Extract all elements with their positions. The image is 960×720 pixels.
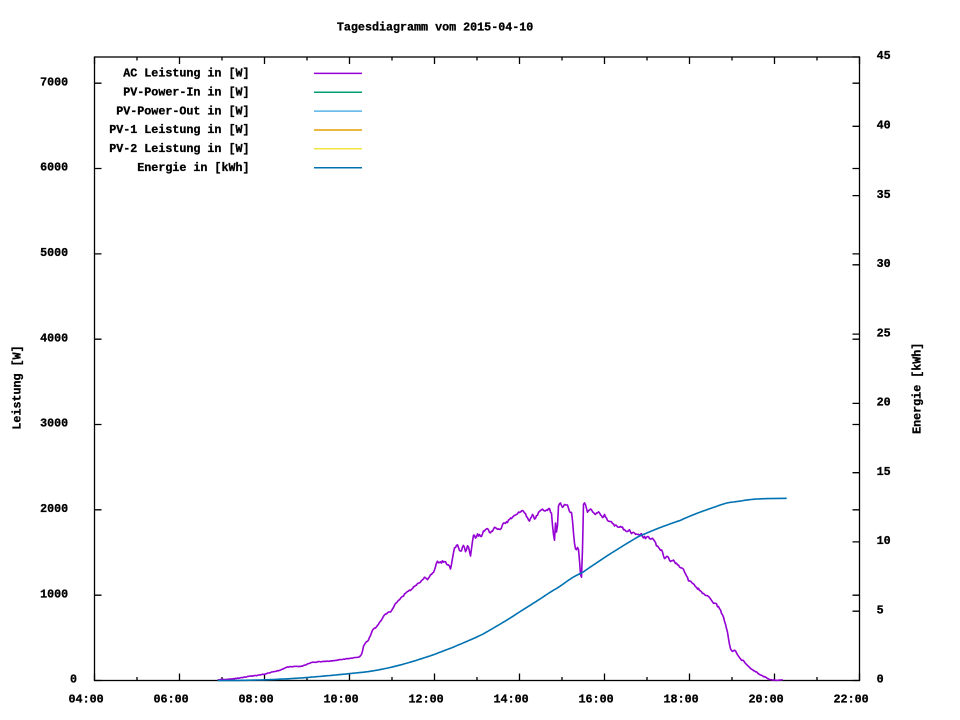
svg-text:16:00: 16:00 xyxy=(579,693,614,707)
svg-text:PV-Power-Out in [W]: PV-Power-Out in [W] xyxy=(116,104,249,118)
svg-text:AC Leistung in [W]: AC Leistung in [W] xyxy=(123,67,249,81)
svg-text:7000: 7000 xyxy=(40,75,68,89)
svg-text:3000: 3000 xyxy=(40,417,68,431)
svg-text:PV-1 Leistung in [W]: PV-1 Leistung in [W] xyxy=(109,123,249,137)
svg-text:45: 45 xyxy=(877,49,891,63)
svg-text:14:00: 14:00 xyxy=(494,693,529,707)
svg-text:06:00: 06:00 xyxy=(154,693,189,707)
svg-text:15: 15 xyxy=(877,465,891,479)
svg-text:22:00: 22:00 xyxy=(834,693,869,707)
svg-text:20:00: 20:00 xyxy=(749,693,784,707)
svg-text:08:00: 08:00 xyxy=(239,693,274,707)
svg-text:2000: 2000 xyxy=(40,502,68,516)
svg-text:10: 10 xyxy=(877,534,891,548)
svg-text:5000: 5000 xyxy=(40,246,68,260)
svg-text:Energie in [kWh]: Energie in [kWh] xyxy=(137,161,249,175)
svg-text:35: 35 xyxy=(877,188,891,202)
svg-text:30: 30 xyxy=(877,257,891,271)
svg-text:Leistung [W]: Leistung [W] xyxy=(10,345,24,429)
svg-text:1000: 1000 xyxy=(40,587,68,601)
svg-text:4000: 4000 xyxy=(40,331,68,345)
svg-text:0: 0 xyxy=(70,673,77,687)
svg-text:Energie [kWh]: Energie [kWh] xyxy=(911,343,925,434)
svg-text:20: 20 xyxy=(877,396,891,410)
svg-text:18:00: 18:00 xyxy=(664,693,699,707)
svg-text:5: 5 xyxy=(877,603,884,617)
svg-text:12:00: 12:00 xyxy=(409,693,444,707)
svg-text:0: 0 xyxy=(877,673,884,687)
svg-text:04:00: 04:00 xyxy=(69,693,104,707)
svg-text:40: 40 xyxy=(877,119,891,133)
svg-text:6000: 6000 xyxy=(40,161,68,175)
svg-text:25: 25 xyxy=(877,326,891,340)
svg-text:Tagesdiagramm vom 2015-04-10: Tagesdiagramm vom 2015-04-10 xyxy=(337,21,533,35)
svg-text:PV-2 Leistung in [W]: PV-2 Leistung in [W] xyxy=(109,142,249,156)
svg-text:PV-Power-In in [W]: PV-Power-In in [W] xyxy=(123,85,249,99)
svg-text:10:00: 10:00 xyxy=(324,693,359,707)
